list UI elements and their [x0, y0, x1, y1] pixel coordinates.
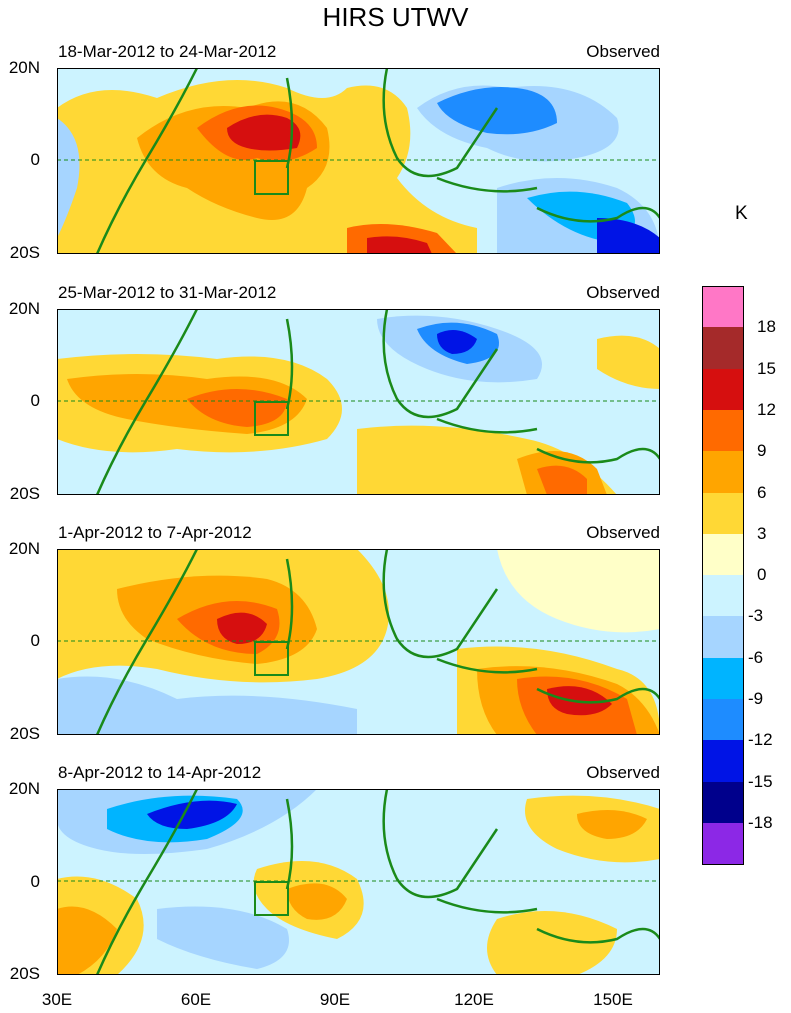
colorbar-swatch	[702, 533, 744, 576]
colorbar-swatch	[702, 327, 744, 370]
colorbar-swatch	[702, 822, 744, 865]
colorbar-label: -18	[748, 812, 773, 832]
panel-4-map	[57, 789, 660, 975]
panel-3-period: 1-Apr-2012 to 7-Apr-2012	[58, 523, 252, 542]
lon-label-120e: 120E	[454, 990, 494, 1009]
panel-4-period: 8-Apr-2012 to 14-Apr-2012	[58, 763, 262, 782]
panel-3-map	[57, 549, 660, 735]
panel-4-lat-0: 0	[30, 872, 40, 891]
lon-label-150e: 150E	[593, 990, 633, 1009]
panel-2-tag: Observed	[586, 283, 660, 302]
panel-2-lat-0: 0	[30, 391, 40, 410]
colorbar-label: -9	[748, 689, 764, 708]
lon-label-30e: 30E	[41, 990, 73, 1009]
colorbar-swatch	[702, 368, 744, 411]
colorbar-swatch	[702, 492, 744, 535]
panel-3-lat-20n: 20N	[8, 539, 40, 558]
panel-4-tag: Observed	[586, 763, 660, 782]
panel-2-lat-20n: 20N	[8, 299, 40, 318]
colorbar-label: 18	[757, 317, 776, 337]
colorbar-swatch	[702, 657, 744, 700]
panel-3-lat-20s: 20S	[9, 724, 40, 743]
colorbar-swatch	[702, 451, 744, 493]
panel-2-map	[57, 309, 660, 495]
colorbar-swatch	[702, 740, 744, 783]
panel-3-tag: Observed	[586, 523, 660, 542]
colorbar-swatch	[702, 575, 744, 617]
panel-2-lat-20s: 20S	[9, 484, 40, 503]
panel-3-lat-0: 0	[30, 631, 40, 650]
colorbar-label: 3	[757, 523, 767, 543]
panel-1-map	[57, 68, 660, 254]
colorbar-swatch	[702, 616, 744, 659]
colorbar-swatch	[702, 699, 744, 741]
figure-title: HIRS UTWV	[322, 2, 469, 32]
panel-1-lat-20n: 20N	[8, 58, 40, 77]
colorbar-label: 0	[757, 565, 767, 585]
colorbar-label: 9	[757, 441, 767, 461]
panel-4-lat-20s: 20S	[9, 964, 40, 983]
colorbar-swatch	[702, 409, 744, 452]
colorbar-label: -12	[748, 730, 773, 750]
colorbar-label: -3	[748, 606, 764, 626]
panel-1-lat-0: 0	[30, 150, 40, 169]
colorbar-label: -6	[748, 647, 764, 667]
colorbar-label: 6	[757, 482, 767, 502]
panel-2-period: 25-Mar-2012 to 31-Mar-2012	[58, 283, 277, 302]
panel-4-lat-20n: 20N	[8, 779, 40, 798]
colorbar-swatch	[702, 286, 744, 328]
lon-label-90e: 90E	[319, 990, 351, 1009]
colorbar-swatch	[702, 781, 744, 824]
colorbar-label: 12	[757, 399, 776, 419]
lon-label-60e: 60E	[180, 990, 212, 1009]
panel-1-lat-20s: 20S	[9, 243, 40, 262]
colorbar-label: 15	[757, 358, 776, 378]
panel-1-period: 18-Mar-2012 to 24-Mar-2012	[58, 42, 277, 61]
colorbar-label: -15	[748, 771, 773, 791]
colorbar-unit: K	[735, 203, 748, 224]
panel-1-tag: Observed	[586, 42, 660, 61]
